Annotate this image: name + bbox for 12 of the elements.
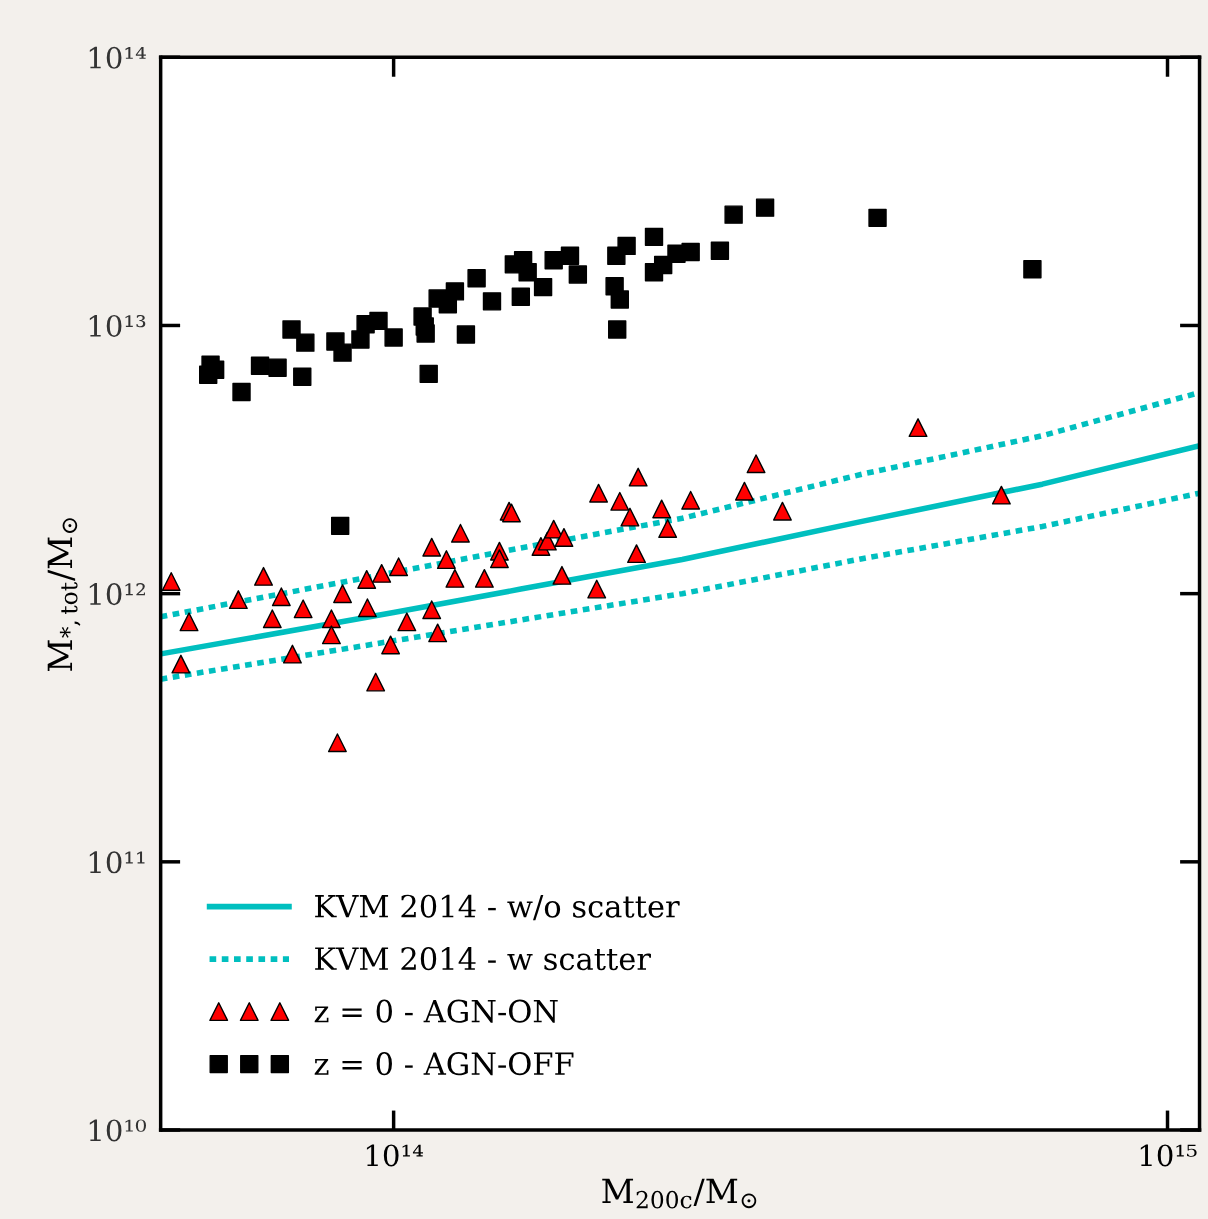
legend-label: KVM 2014 - w/o scatter xyxy=(315,894,680,921)
x-axis-title: M$_{200c}$/M$_{⊙}$ xyxy=(602,1178,757,1209)
legend-label: z = 0 - AGN-OFF xyxy=(314,1052,574,1076)
legend-label: KVM 2014 - w scatter xyxy=(315,947,651,971)
legend-label: z = 0 - AGN-ON xyxy=(314,999,558,1023)
y-tick-label: 10¹² xyxy=(89,583,145,606)
y-tick-label: 10¹⁴ xyxy=(89,46,146,69)
y-tick-label: 10¹¹ xyxy=(89,851,145,874)
x-tick-label: 10¹⁵ xyxy=(1140,1144,1197,1167)
y-tick-label: 10¹³ xyxy=(89,314,146,337)
y-tick-label: 10¹⁰ xyxy=(89,1119,147,1142)
y-axis-title: M$_{*,tot}$/M$_{⊙}$ xyxy=(47,518,81,671)
